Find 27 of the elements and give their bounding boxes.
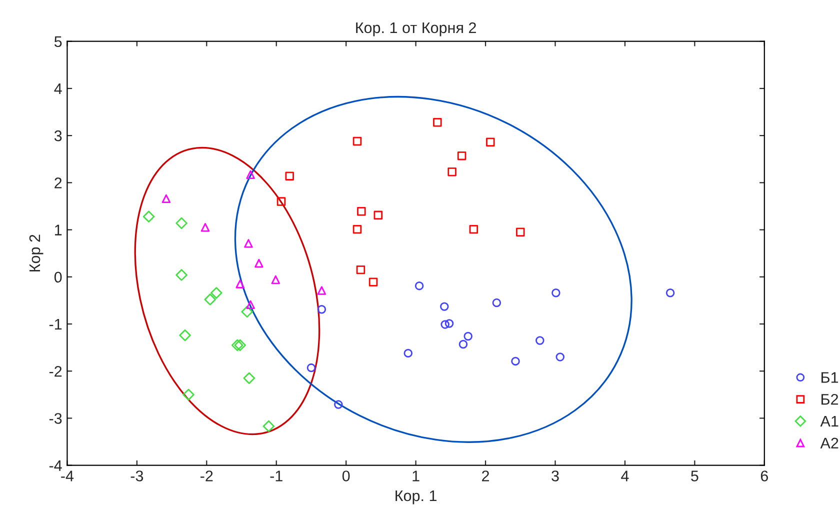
y-tick-label: 0: [54, 272, 62, 283]
y-axis-title: Кор 2: [29, 234, 44, 272]
x-tick-label: -1: [270, 470, 282, 482]
x-tick-label: -3: [130, 470, 144, 482]
y-tick-label: -3: [49, 413, 62, 424]
x-tick-label: -2: [200, 470, 213, 482]
legend-label: Б1: [822, 372, 838, 383]
x-tick-label: 6: [760, 470, 768, 482]
x-tick-label: 4: [621, 470, 629, 482]
y-tick-label: -1: [49, 319, 62, 330]
x-tick-label: 2: [482, 470, 489, 482]
y-tick-label: -2: [49, 366, 62, 377]
y-tick-label: -4: [49, 460, 62, 471]
x-tick-label: 0: [342, 470, 350, 482]
y-tick-label: 3: [54, 130, 62, 142]
x-tick-label: 3: [552, 470, 559, 482]
x-tick-label: 5: [691, 470, 698, 482]
legend-label: Б2: [822, 394, 838, 405]
x-axis-title: Кор. 1: [396, 490, 436, 504]
y-tick-label: 5: [54, 36, 62, 48]
legend-label: А2: [820, 438, 838, 448]
y-tick-label: 1: [55, 224, 62, 236]
y-tick-label: 4: [54, 83, 62, 94]
legend-label: А1: [820, 416, 838, 426]
x-tick-label: 1: [412, 470, 420, 482]
y-tick-label: 2: [54, 178, 62, 188]
chart-title: Кор. 1 от Корня 2: [356, 22, 476, 36]
